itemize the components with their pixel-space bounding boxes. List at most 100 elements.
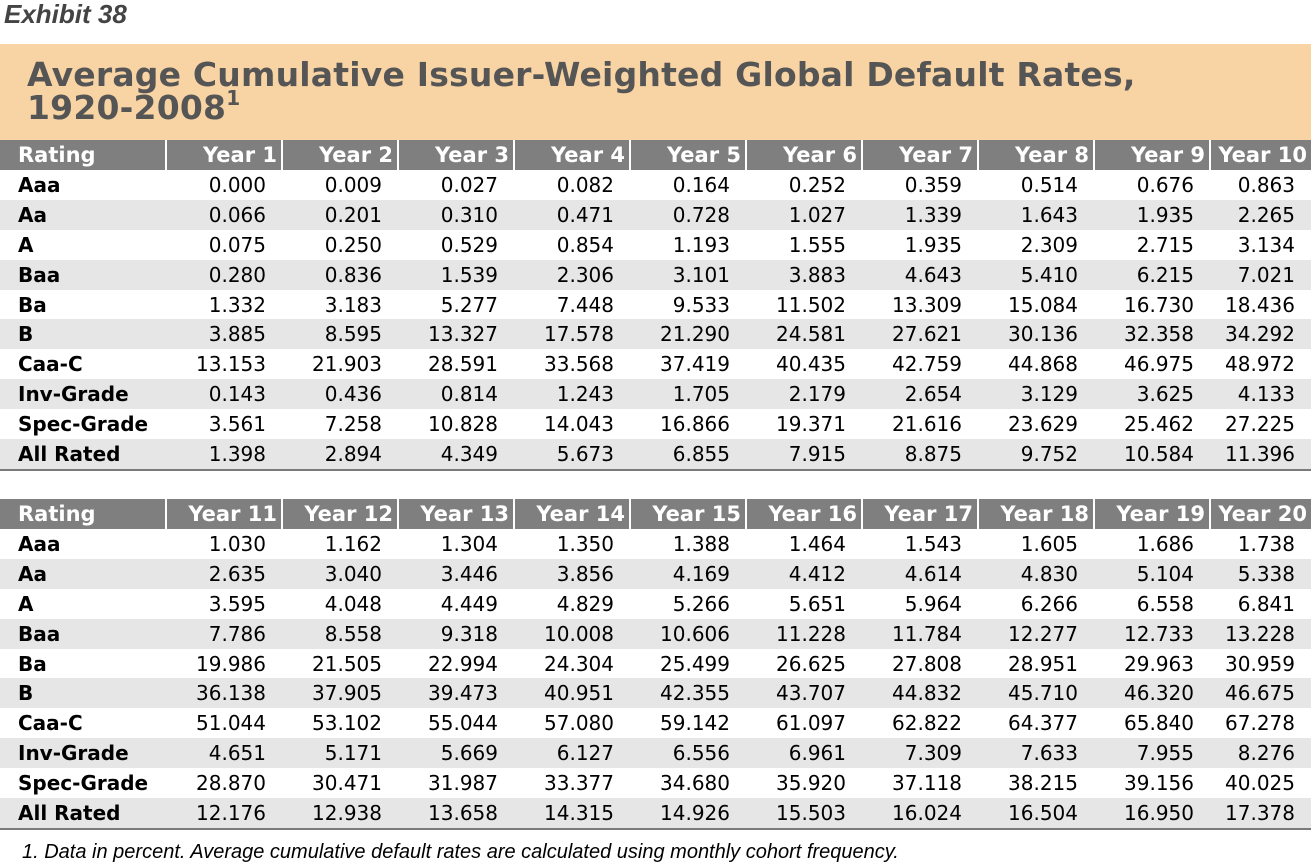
rate-value: 36.138 xyxy=(166,678,282,709)
rate-value: 5.104 xyxy=(1094,558,1210,589)
rate-value: 33.568 xyxy=(544,352,614,377)
rate-value: 29.963 xyxy=(1124,651,1194,676)
footnote: 1. Data in percent. Average cumulative d… xyxy=(22,841,899,863)
table-row: All Rated 12.176 12.938 13.658 14.315 14.926 1… xyxy=(0,798,1311,830)
rating-label: Inv-Grade xyxy=(0,738,166,769)
rate-value: 0.075 xyxy=(208,232,266,257)
default-rates-table-years-1-10: Rating Year 1 Year 2 Year 3 Year 4 Year 5 Year… xyxy=(0,140,1311,471)
rate-value: 1.738 xyxy=(1237,531,1295,556)
rate-value: 1.935 xyxy=(904,232,962,257)
rating-label: Ba xyxy=(18,292,47,317)
rate-value: 11.228 xyxy=(746,618,862,649)
rate-value: 4.412 xyxy=(746,558,862,589)
rate-value: 0.143 xyxy=(166,379,282,410)
table-row: Baa 7.786 8.558 9.318 10.008 10.606 11.228 11.7… xyxy=(0,618,1311,649)
title-line-2: 1920-2008 xyxy=(27,88,227,127)
rate-value: 0.009 xyxy=(324,172,382,197)
column-header-year: Year 2 xyxy=(281,140,398,170)
rate-value: 38.215 xyxy=(1008,771,1078,796)
rate-value: 1.464 xyxy=(788,531,846,556)
rate-value: 6.855 xyxy=(630,439,746,471)
rate-value: 5.277 xyxy=(440,292,498,317)
rate-value: 42.759 xyxy=(892,352,962,377)
rate-value: 4.643 xyxy=(862,259,978,290)
column-header-year: Year 5 xyxy=(629,140,746,170)
rate-value: 6.266 xyxy=(1020,591,1078,616)
rate-value: 10.606 xyxy=(630,618,746,649)
table-header-row: Rating Year 1 Year 2 Year 3 Year 4 Year 5 Year… xyxy=(0,140,1311,170)
rate-value: 21.616 xyxy=(892,412,962,437)
rate-value: 10.584 xyxy=(1094,439,1210,471)
column-header-year: Year 20 xyxy=(1209,499,1311,529)
rating-label: A xyxy=(18,591,34,616)
rate-value: 1.539 xyxy=(398,259,514,290)
rate-value: 0.280 xyxy=(166,259,282,290)
rate-value: 10.828 xyxy=(428,412,498,437)
rate-value: 0.854 xyxy=(556,232,614,257)
exhibit-label: Exhibit 38 xyxy=(4,0,127,29)
rate-value: 0.359 xyxy=(904,172,962,197)
rate-value: 34.680 xyxy=(660,771,730,796)
rate-value: 14.926 xyxy=(630,798,746,830)
rate-value: 1.388 xyxy=(672,531,730,556)
rate-value: 13.658 xyxy=(398,798,514,830)
rate-value: 3.446 xyxy=(398,558,514,589)
rating-label: All Rated xyxy=(0,798,166,830)
column-header-year: Year 4 xyxy=(513,140,630,170)
rate-value: 3.040 xyxy=(282,558,398,589)
rate-value: 0.436 xyxy=(282,379,398,410)
rate-value: 28.591 xyxy=(428,352,498,377)
column-header-year: Year 12 xyxy=(281,499,398,529)
rate-value: 5.410 xyxy=(978,259,1094,290)
rate-value: 3.134 xyxy=(1237,232,1295,257)
column-header-year: Year 14 xyxy=(513,499,630,529)
rate-value: 19.986 xyxy=(196,651,266,676)
rate-value: 0.514 xyxy=(1020,172,1078,197)
rating-label: A xyxy=(18,232,34,257)
rate-value: 5.669 xyxy=(398,738,514,769)
rate-value: 53.102 xyxy=(312,711,382,736)
rate-value: 6.558 xyxy=(1136,591,1194,616)
rate-value: 27.225 xyxy=(1225,412,1295,437)
rate-value: 61.097 xyxy=(776,711,846,736)
rate-value: 14.315 xyxy=(514,798,630,830)
rate-value: 6.215 xyxy=(1094,259,1210,290)
rate-value: 28.951 xyxy=(1008,651,1078,676)
default-rates-table-years-11-20: Rating Year 11 Year 12 Year 13 Year 14 Year 1… xyxy=(0,499,1311,830)
rate-value: 42.355 xyxy=(630,678,746,709)
rate-value: 8.558 xyxy=(282,618,398,649)
rate-value: 59.142 xyxy=(660,711,730,736)
rate-value: 30.471 xyxy=(312,771,382,796)
rate-value: 5.673 xyxy=(514,439,630,471)
column-header-year: Year 7 xyxy=(861,140,978,170)
rate-value: 5.266 xyxy=(672,591,730,616)
table-row: Baa 0.280 0.836 1.539 2.306 3.101 3.883 4.643 5.… xyxy=(0,259,1311,290)
rate-value: 5.171 xyxy=(282,738,398,769)
title-band: Average Cumulative Issuer-Weighted Globa… xyxy=(0,44,1311,140)
rate-value: 43.707 xyxy=(746,678,862,709)
rate-value: 21.505 xyxy=(312,651,382,676)
rate-value: 21.290 xyxy=(630,319,746,350)
rate-value: 3.561 xyxy=(208,412,266,437)
rate-value: 17.578 xyxy=(514,319,630,350)
rate-value: 0.836 xyxy=(282,259,398,290)
column-header-year: Year 16 xyxy=(745,499,862,529)
rate-value: 46.675 xyxy=(1210,678,1311,709)
rate-value: 33.377 xyxy=(544,771,614,796)
column-header-year: Year 11 xyxy=(165,499,282,529)
rate-value: 13.153 xyxy=(196,352,266,377)
rating-label: Ba xyxy=(18,651,47,676)
rate-value: 1.705 xyxy=(630,379,746,410)
table-row: B 3.885 8.595 13.327 17.578 21.290 24.581 27.62… xyxy=(0,319,1311,350)
rate-value: 3.595 xyxy=(208,591,266,616)
rate-value: 32.358 xyxy=(1094,319,1210,350)
rate-value: 7.309 xyxy=(862,738,978,769)
rate-value: 4.830 xyxy=(978,558,1094,589)
column-header-year: Year 3 xyxy=(397,140,514,170)
table-row: Inv-Grade 4.651 5.171 5.669 6.127 6.556 6.961 7… xyxy=(0,738,1311,769)
rate-value: 1.332 xyxy=(208,292,266,317)
rating-label: Aaa xyxy=(18,172,61,197)
rate-value: 24.581 xyxy=(746,319,862,350)
rate-value: 3.885 xyxy=(166,319,282,350)
rate-value: 65.840 xyxy=(1124,711,1194,736)
